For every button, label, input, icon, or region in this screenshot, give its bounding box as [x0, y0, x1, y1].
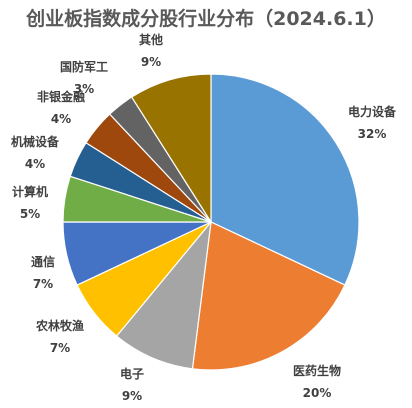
slice-percent-other: 9% — [141, 55, 161, 69]
slice-percent-agriculture: 7% — [50, 341, 70, 355]
chart-title: 创业板指数成分股行业分布（2024.6.1） — [25, 7, 386, 30]
slice-label-electronics: 电子 — [120, 366, 144, 381]
slice-percent-non-bank-finance: 4% — [51, 112, 71, 126]
slice-label-other: 其他 — [139, 32, 163, 47]
slice-percent-pharma-biotech: 20% — [303, 386, 332, 400]
slice-label-machinery: 机械设备 — [11, 134, 60, 149]
slice-percent-computer: 5% — [20, 207, 40, 221]
pie-slice-power-equipment — [210, 73, 360, 286]
slice-labels: 电力设备 32% 医药生物 20% 电子 9% 农林牧渔 7% 通信 7% 计算机 5% 机械设备 4% 非… — [11, 32, 397, 403]
slice-percent-electronics: 9% — [122, 389, 142, 403]
pie-slice-other — [131, 73, 212, 223]
slice-percent-defense: 3% — [74, 82, 94, 96]
slice-label-pharma-biotech: 医药生物 — [293, 363, 341, 378]
slice-label-communication: 通信 — [31, 254, 55, 269]
slice-percent-machinery: 4% — [25, 157, 45, 171]
pie-slices — [62, 73, 360, 371]
pie-slice-electronics — [116, 221, 212, 370]
slice-label-non-bank-finance: 非银金融 — [37, 89, 85, 104]
slice-percent-power-equipment: 32% — [358, 127, 387, 141]
slice-label-agriculture: 农林牧渔 — [35, 318, 84, 333]
slice-label-defense: 国防军工 — [60, 59, 108, 74]
slice-label-computer: 计算机 — [12, 184, 48, 199]
pie-slice-pharma-biotech — [191, 221, 346, 371]
slice-percent-communication: 7% — [33, 277, 53, 291]
slice-label-power-equipment: 电力设备 — [348, 104, 397, 119]
